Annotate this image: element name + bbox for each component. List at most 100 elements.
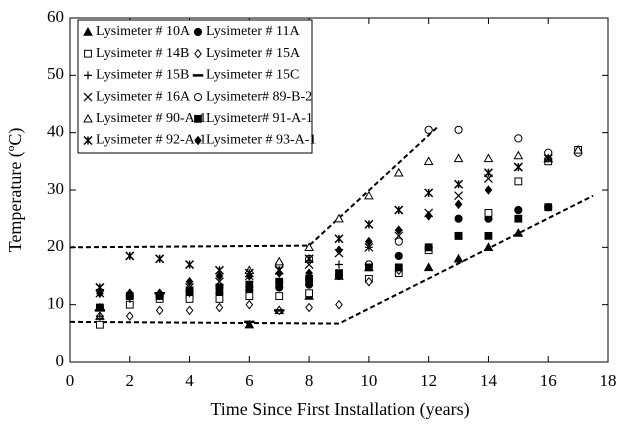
marker	[394, 237, 403, 246]
y-tick-label: 30	[47, 179, 64, 198]
marker	[245, 299, 254, 310]
marker	[335, 260, 343, 269]
x-axis-title: Time Since First Installation (years)	[210, 399, 469, 420]
marker	[424, 243, 433, 252]
marker	[364, 190, 374, 200]
marker	[514, 177, 523, 186]
x-tick-label: 14	[480, 371, 498, 390]
y-tick-label: 10	[47, 294, 64, 313]
marker	[394, 251, 403, 261]
marker	[454, 231, 463, 240]
x-tick-label: 12	[420, 371, 437, 390]
marker	[365, 236, 373, 247]
x-tick-label: 18	[600, 371, 617, 390]
marker	[155, 305, 164, 316]
marker	[305, 302, 313, 313]
x-tick-label: 2	[126, 371, 135, 390]
marker	[484, 185, 493, 195]
y-tick-label: 0	[56, 351, 65, 370]
marker	[423, 156, 434, 166]
y-tick-label: 60	[47, 7, 64, 26]
marker	[423, 262, 434, 272]
marker	[514, 134, 523, 143]
marker	[155, 254, 165, 264]
marker	[454, 179, 464, 189]
marker	[245, 292, 254, 300]
legend-label: Lysimeter # 14B	[96, 46, 189, 61]
marker	[245, 271, 254, 281]
marker	[125, 311, 134, 321]
marker	[484, 209, 493, 217]
marker	[394, 263, 403, 272]
marker	[83, 92, 93, 102]
marker	[215, 283, 224, 292]
marker	[215, 302, 224, 313]
marker	[514, 205, 523, 215]
marker	[334, 213, 344, 223]
marker	[215, 271, 224, 281]
marker	[95, 303, 104, 312]
marker	[304, 242, 314, 252]
boundary-line	[69, 194, 594, 325]
marker	[125, 288, 134, 299]
x-tick-label: 6	[245, 371, 254, 390]
marker	[335, 299, 343, 310]
marker	[185, 276, 194, 287]
marker	[305, 268, 313, 278]
marker	[483, 153, 494, 163]
marker	[424, 188, 434, 198]
marker	[305, 289, 314, 298]
marker	[244, 319, 255, 329]
marker	[424, 125, 433, 134]
boundary-line	[69, 126, 439, 249]
marker	[394, 225, 403, 235]
marker	[185, 260, 195, 270]
marker	[483, 168, 493, 178]
y-tick-label: 40	[47, 122, 64, 141]
marker	[334, 234, 344, 244]
y-axis-title: Temperature (ºC)	[5, 128, 26, 253]
marker	[453, 153, 464, 163]
marker	[194, 114, 202, 123]
x-tick-label: 16	[540, 371, 557, 390]
marker	[194, 48, 202, 59]
marker	[513, 162, 523, 172]
marker	[454, 191, 463, 201]
marker	[364, 219, 374, 229]
marker	[304, 254, 314, 264]
marker	[364, 263, 373, 272]
marker	[155, 288, 164, 299]
x-tick-label: 0	[66, 371, 75, 390]
marker	[83, 113, 93, 123]
marker	[185, 286, 194, 295]
x-tick-label: 10	[360, 371, 377, 390]
y-tick-label: 20	[47, 236, 64, 255]
marker	[275, 268, 284, 278]
marker	[394, 205, 404, 215]
legend-label: Lysimeter # 93-A-1	[206, 133, 316, 148]
marker	[95, 312, 104, 321]
marker	[454, 199, 463, 210]
marker	[95, 320, 104, 329]
legend-label: Lysimeter # 15B	[96, 68, 189, 83]
marker	[453, 253, 464, 263]
marker	[484, 231, 493, 240]
marker	[364, 242, 374, 252]
marker	[335, 269, 343, 278]
legend-label: Lysimeter # 11A	[206, 24, 300, 39]
marker	[83, 26, 93, 36]
marker	[483, 242, 494, 252]
marker	[275, 277, 284, 286]
marker	[275, 292, 284, 300]
marker	[274, 256, 285, 266]
marker	[96, 288, 104, 299]
marker	[245, 280, 254, 289]
marker	[83, 135, 93, 146]
marker	[513, 150, 524, 160]
marker	[185, 305, 194, 316]
marker	[193, 93, 203, 102]
marker	[84, 71, 92, 80]
marker	[424, 210, 433, 221]
marker	[365, 276, 373, 287]
legend-label: Lysimeter# 89-B-2	[206, 89, 312, 104]
